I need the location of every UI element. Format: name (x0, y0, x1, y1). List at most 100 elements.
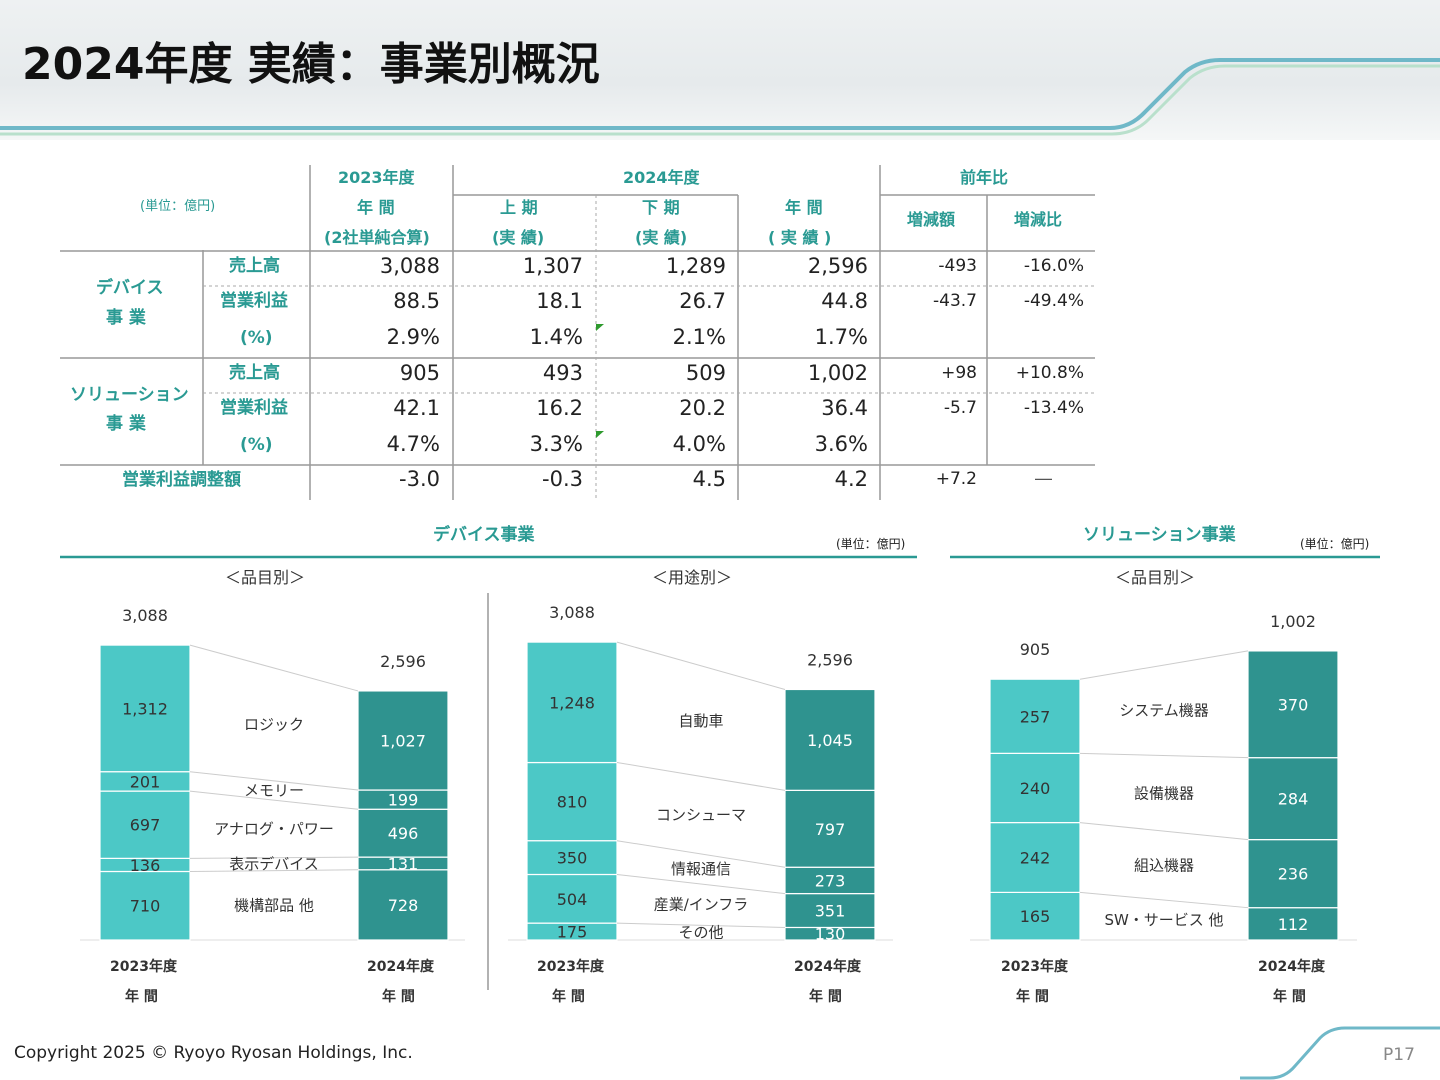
c2-connector-1 (616, 762, 786, 791)
c3-value-2023-2: 242 (1020, 848, 1051, 867)
c1-value-2023-0: 1,312 (122, 699, 168, 718)
cell-device_pct-3: 1.7% (814, 325, 868, 349)
c1-total-2024: 2,596 (380, 652, 426, 671)
segment-solution-sub: 事 業 (106, 414, 146, 434)
c1-value-2024-2: 496 (388, 824, 419, 843)
row-adjust: 営業利益調整額 (122, 470, 241, 490)
table-unit: (単位：億円) (140, 199, 216, 214)
header-2023-note: (2社単純合算) (324, 228, 430, 247)
cell-device_sales-3: 2,596 (807, 254, 868, 278)
header-2023: 2023年度 (338, 168, 415, 187)
segment-solution: ソリューション (70, 385, 189, 405)
c1-x-2023: 2023年度 (110, 959, 177, 975)
c2-category-label-0: 自動車 (678, 712, 723, 730)
c1-x-2024-annual: 年 間 (382, 989, 415, 1005)
cell-sol_op-1: 16.2 (536, 396, 583, 420)
c1-bar-2024-seg-4 (357, 869, 449, 941)
c3-category-label-2: 組込機器 (1134, 857, 1194, 875)
header-yoy: 前年比 (960, 168, 1009, 187)
c2-value-2024-0: 1,045 (807, 731, 853, 750)
c1-total-2023: 3,088 (122, 606, 168, 625)
cell-sol_pct-0: 4.7% (386, 432, 440, 456)
cell-device_pct-2: 2.1% (672, 325, 726, 349)
cell-device_op-1: 18.1 (536, 289, 583, 313)
c1-value-2023-3: 136 (130, 856, 161, 875)
c3-bar-2024-seg-3 (1247, 907, 1339, 941)
c3-category-label-1: 設備機器 (1134, 784, 1194, 802)
segment-device-sub: 事 業 (106, 308, 146, 328)
c2-x-2024: 2024年度 (794, 959, 861, 975)
row-sol-pct: (%) (240, 435, 273, 455)
cell-sol_sales-0: 905 (399, 361, 440, 385)
c1-connector-1 (189, 771, 359, 791)
header-first-half-note: (実 績) (492, 228, 545, 247)
header-annual: 年 間 (785, 198, 823, 217)
device-chart-unit: (単位：億円) (836, 537, 906, 551)
c2-bar-2024-seg-3 (784, 892, 876, 929)
cell-device_sales-1: 1,307 (522, 254, 583, 278)
c3-value-2023-3: 165 (1020, 907, 1051, 926)
cell-sol_op-0: 42.1 (393, 396, 440, 420)
cell-adjust-2: 4.5 (692, 467, 726, 491)
cell-sol_op-3: 36.4 (821, 396, 868, 420)
cell-device_sales-4: -493 (938, 256, 977, 276)
c2-value-2024-2: 273 (815, 871, 846, 890)
c1-category-label-2: アナログ・パワー (214, 820, 334, 838)
c2-category-label-1: コンシューマ (656, 806, 746, 824)
page-number: P17 (1383, 1045, 1415, 1065)
cell-adjust-5: ― (1035, 469, 1052, 489)
c3-bar-2024-seg-2 (1247, 839, 1339, 909)
c1-value-2024-1: 199 (388, 791, 419, 810)
c3-value-2023-0: 257 (1020, 707, 1051, 726)
c1-connector-3 (189, 856, 359, 859)
c3-bar-2023-seg-1 (989, 752, 1081, 824)
c1-value-2023-2: 697 (130, 816, 161, 835)
header-annual-note: ( 実 績 ) (768, 228, 832, 247)
row-device-op: 営業利益 (220, 291, 288, 311)
header-diff: 増減額 (907, 210, 956, 229)
solution-chart-unit: (単位：億円) (1300, 537, 1370, 551)
c2-x-2024-annual: 年 間 (809, 989, 842, 1005)
c1-connector-0 (189, 644, 359, 692)
cell-sol_pct-1: 3.3% (529, 432, 583, 456)
copyright: Copyright 2025 © Ryoyo Ryosan Holdings, … (14, 1043, 413, 1063)
c2-x-2023-annual: 年 間 (552, 989, 585, 1005)
c3-bar-2024-seg-1 (1247, 757, 1339, 841)
row-device-sales: 売上高 (229, 256, 280, 276)
c2-bar-2024-seg-0 (784, 688, 876, 791)
header-second-half: 下 期 (642, 198, 680, 217)
device-by-use-label: ＜用途別＞ (652, 568, 733, 587)
cell-device_pct-0: 2.9% (386, 325, 440, 349)
row-sol-op: 営業利益 (220, 398, 288, 418)
c3-value-2024-1: 284 (1278, 790, 1309, 809)
cell-device_sales-0: 3,088 (379, 254, 440, 278)
cell-device_op-4: -43.7 (933, 291, 977, 311)
c1-value-2024-3: 131 (388, 854, 419, 873)
cell-sol_sales-3: 1,002 (807, 361, 868, 385)
cell-sol_pct-3: 3.6% (814, 432, 868, 456)
c1-bar-2024-seg-0 (357, 690, 449, 791)
c1-bar-2023-seg-2 (99, 790, 191, 859)
c1-connector-2 (189, 790, 359, 810)
c1-category-label-1: メモリー (244, 782, 304, 800)
cell-device_op-2: 26.7 (679, 289, 726, 313)
c2-category-label-2: 情報通信 (671, 860, 731, 878)
header-second-half-note: (実 績) (635, 228, 688, 247)
c2-value-2024-1: 797 (815, 820, 846, 839)
c2-value-2023-2: 350 (557, 849, 588, 868)
header-ratio: 増減比 (1014, 210, 1063, 229)
device-by-product-label: ＜品目別＞ (225, 568, 306, 587)
c3-bar-2023-seg-2 (989, 821, 1081, 893)
cell-adjust-3: 4.2 (834, 467, 868, 491)
c3-x-2023-annual: 年 間 (1016, 989, 1049, 1005)
c2-bar-2023-seg-2 (526, 840, 618, 876)
c3-total-2023: 905 (1020, 640, 1051, 659)
cell-sol_pct-2: 4.0% (672, 432, 726, 456)
c3-value-2023-1: 240 (1020, 779, 1051, 798)
c2-connector-3 (616, 873, 786, 895)
c2-value-2023-3: 504 (557, 890, 588, 909)
cell-sol_sales-5: +10.8% (1015, 363, 1084, 383)
c2-connector-4 (616, 922, 786, 928)
c3-connector-0 (1079, 650, 1249, 680)
